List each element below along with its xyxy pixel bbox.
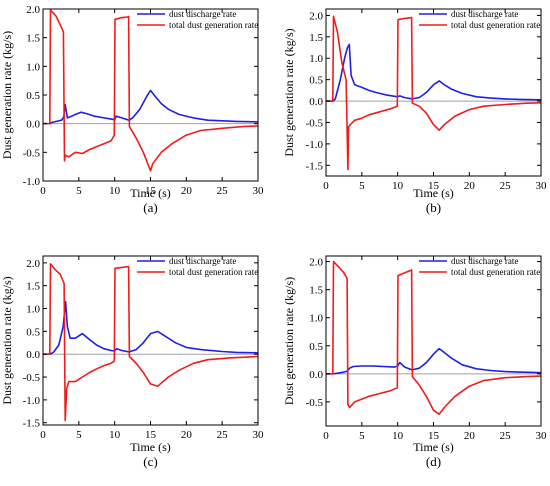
panel-label: (b): [426, 200, 441, 215]
y-tick-label: 0.5: [26, 90, 40, 102]
chart-panel-3: 0 5 10 15 20 25 30 -1.5 -1.0 -0.5 0.0 0.5 1.0 1.5 2.0 T…: [0, 255, 265, 469]
panel-label: (c): [143, 454, 157, 469]
y-tick-label: -0.5: [23, 372, 41, 384]
total-dust-generation-rate-line: [43, 262, 259, 422]
x-tick-label: 0: [40, 185, 46, 197]
x-tick-label: 5: [76, 429, 82, 441]
y-tick-label: -1.0: [306, 139, 324, 151]
legend-entry: total dust generation rate: [169, 267, 258, 277]
dust-discharge-rate-line: [326, 347, 542, 375]
legend-entry: dust discharge rate: [451, 9, 518, 19]
legend-entry: total dust generation rate: [169, 20, 258, 30]
y-tick-label: -0.5: [306, 117, 324, 129]
x-tick-label: 30: [253, 185, 265, 197]
plot-frame: [42, 8, 259, 182]
y-tick-label: 1.0: [26, 61, 40, 73]
y-axis-label: Dust generation rate (kg/s): [0, 31, 14, 159]
chart-panel-4: 0 5 10 15 20 25 30 -0.5 0.0 0.5 1.0 1.5 2.0 Time (s) D…: [282, 255, 548, 469]
y-tick-label: 1.5: [309, 285, 323, 297]
y-tick-label: 1.5: [26, 281, 40, 293]
x-tick-label: 30: [253, 429, 265, 441]
y-tick-label: 0.5: [309, 75, 323, 87]
x-tick-label: 10: [109, 185, 121, 197]
dust-discharge-rate-line: [43, 300, 259, 356]
panel-label: (a): [143, 200, 157, 215]
y-axis-label: Dust generation rate (kg/s): [282, 277, 296, 405]
x-tick-label: 0: [40, 429, 46, 441]
dust-discharge-rate-line: [326, 43, 542, 102]
x-tick-label: 20: [464, 180, 476, 192]
y-tick-label: 2.0: [309, 257, 323, 269]
x-tick-label: 25: [217, 429, 229, 441]
y-tick-label: -1.5: [23, 418, 41, 430]
x-tick-label: 25: [500, 430, 512, 442]
y-tick-label: 0.0: [309, 96, 323, 108]
x-tick-label: 5: [359, 180, 365, 192]
y-tick-label: 1.0: [26, 304, 40, 316]
y-tick-label: -0.5: [23, 147, 41, 159]
x-tick-label: 5: [359, 430, 365, 442]
y-axis-label: Dust generation rate (kg/s): [282, 28, 296, 156]
x-tick-label: 20: [181, 429, 193, 441]
x-tick-label: 10: [392, 430, 404, 442]
chart-panel-1: 0 5 10 15 20 25 30 -1.0 -0.5 0.0 0.5 1.0 1.5 2.0 Time …: [0, 4, 264, 215]
x-axis-label: Time (s): [413, 186, 454, 200]
y-tick-label: 1.5: [309, 32, 323, 44]
y-tick-label: -1.0: [23, 395, 41, 407]
legend-entry: dust discharge rate: [451, 256, 518, 266]
y-tick-label: 2.0: [26, 258, 40, 270]
x-tick-label: 20: [464, 430, 476, 442]
x-tick-label: 10: [109, 429, 121, 441]
x-axis-label: Time (s): [130, 440, 171, 454]
y-tick-label: 0.0: [309, 369, 323, 381]
plot-frame: [42, 255, 259, 426]
y-tick-label: 1.0: [309, 313, 323, 325]
x-tick-label: 15: [145, 185, 157, 197]
y-tick-label: 0.5: [309, 341, 323, 353]
y-tick-label: -0.5: [306, 397, 324, 409]
x-tick-label: 30: [536, 180, 548, 192]
y-tick-label: 2.0: [309, 10, 323, 22]
x-tick-label: 10: [392, 180, 404, 192]
y-tick-label: 1.5: [26, 33, 40, 45]
x-axis-label: Time (s): [130, 186, 171, 200]
total-dust-generation-rate-line: [326, 260, 542, 416]
y-tick-label: 1.0: [309, 53, 323, 65]
chart-panel-2: 0 5 10 15 20 25 30 -1.5 -1.0 -0.5 0.0 0.5 1.0 1.5 2.0 T…: [282, 8, 548, 215]
panel-label: (d): [426, 454, 441, 469]
legend-entry: total dust generation rate: [451, 267, 540, 277]
total-dust-generation-rate-line: [326, 15, 542, 171]
x-axis-label: Time (s): [413, 440, 454, 454]
x-tick-label: 15: [428, 180, 440, 192]
x-tick-label: 15: [428, 430, 440, 442]
y-tick-label: -1.5: [306, 160, 324, 172]
y-tick-label: 2.0: [26, 4, 40, 16]
x-tick-label: 0: [323, 180, 329, 192]
plot-frame: [325, 8, 542, 177]
legend-entry: dust discharge rate: [169, 256, 236, 266]
x-tick-label: 20: [181, 185, 193, 197]
x-tick-label: 15: [145, 429, 157, 441]
x-tick-label: 5: [76, 185, 82, 197]
legend-entry: dust discharge rate: [169, 9, 236, 19]
y-tick-label: 0.5: [26, 326, 40, 338]
x-tick-label: 25: [217, 185, 229, 197]
y-tick-label: 0.0: [26, 349, 40, 361]
x-tick-label: 25: [500, 180, 512, 192]
legend-entry: total dust generation rate: [451, 20, 540, 30]
x-tick-label: 30: [536, 430, 548, 442]
x-tick-label: 0: [323, 430, 329, 442]
total-dust-generation-rate-line: [43, 9, 259, 172]
dust-discharge-rate-line: [43, 89, 259, 125]
y-tick-label: -1.0: [23, 176, 41, 188]
y-tick-label: 0.0: [26, 119, 40, 131]
y-axis-label: Dust generation rate (kg/s): [0, 276, 14, 404]
